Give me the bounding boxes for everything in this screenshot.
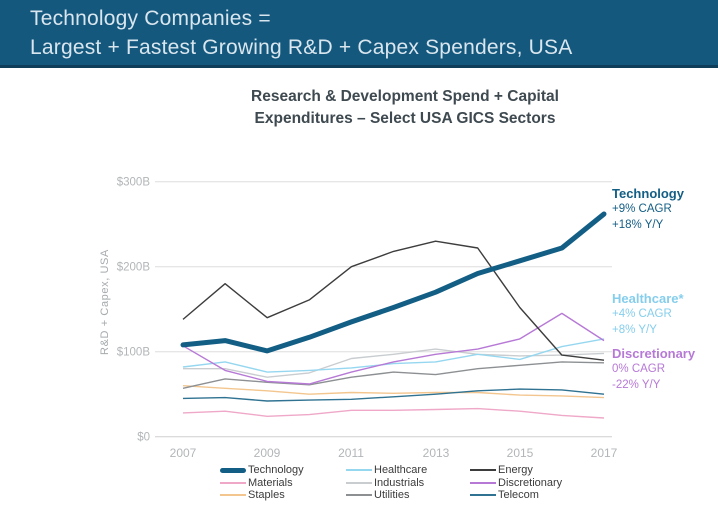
y-axis-label: R&D + Capex, USA xyxy=(99,249,111,355)
series-line-healthcare xyxy=(182,338,605,373)
series-line-staples xyxy=(182,385,605,399)
legend-swatch-technology xyxy=(220,467,246,473)
annotation-technology-label: Technology xyxy=(612,186,684,201)
y-tick-0: $0 xyxy=(137,432,150,444)
legend-label-staples: Staples xyxy=(248,489,285,502)
series-line-technology xyxy=(180,211,607,354)
annotation-discretionary-yoy: -22% Y/Y xyxy=(612,378,661,391)
annotation-technology-yoy: +18% Y/Y xyxy=(612,218,664,231)
annotation-discretionary-cagr: 0% CAGR xyxy=(612,363,666,375)
annotation-healthcare-yoy: +8% Y/Y xyxy=(612,323,657,336)
chart-title: Research & Development Spend + Capital E… xyxy=(95,86,715,130)
legend-label-materials: Materials xyxy=(248,476,293,489)
series-line-materials xyxy=(182,407,605,419)
annotation-healthcare-label: Healthcare* xyxy=(612,291,684,306)
legend-label-energy: Energy xyxy=(498,464,533,477)
annotation-healthcare: Healthcare* +4% CAGR +8% Y/Y xyxy=(612,291,716,338)
legend-item-telecom: Telecom xyxy=(470,489,600,502)
annotation-discretionary: Discretionary 0% CAGR -22% Y/Y xyxy=(612,346,716,393)
legend-label-technology: Technology xyxy=(248,464,304,477)
header-title-line2: Largest + Fastest Growing R&D + Capex Sp… xyxy=(30,36,573,59)
x-tick-2017: 2017 xyxy=(591,446,618,460)
legend-item-industrials: Industrials xyxy=(346,477,470,490)
legend-label-industrials: Industrials xyxy=(374,476,425,489)
x-tick-2015: 2015 xyxy=(507,446,534,460)
chart-title-line1: Research & Development Spend + Capital xyxy=(251,88,559,105)
series-line-telecom xyxy=(182,388,605,402)
annotation-discretionary-label: Discretionary xyxy=(612,346,696,361)
legend-item-energy: Energy xyxy=(470,464,600,477)
chart-title-line2: Expenditures – Select USA GICS Sectors xyxy=(254,110,556,127)
legend-swatch-telecom xyxy=(470,494,496,497)
series-line-discretionary xyxy=(182,312,605,385)
y-tick-200b: $200B xyxy=(117,262,151,274)
legend-swatch-healthcare xyxy=(346,469,372,472)
legend-swatch-industrials xyxy=(346,481,372,484)
x-tick-2013: 2013 xyxy=(423,446,450,460)
x-tick-2007: 2007 xyxy=(170,446,197,460)
legend-item-materials: Materials xyxy=(220,477,346,490)
legend-swatch-utilities xyxy=(346,494,372,497)
legend-swatch-materials xyxy=(220,481,246,484)
legend-swatch-staples xyxy=(220,494,246,497)
legend-item-discretionary: Discretionary xyxy=(470,477,600,490)
annotation-technology-cagr: +9% CAGR xyxy=(612,203,672,215)
legend-item-staples: Staples xyxy=(220,489,346,502)
legend-label-telecom: Telecom xyxy=(498,489,539,502)
x-tick-2009: 2009 xyxy=(254,446,281,460)
y-tick-300b: $300B xyxy=(117,177,151,189)
legend-item-utilities: Utilities xyxy=(346,489,470,502)
legend-item-technology: Technology xyxy=(220,464,346,477)
annotation-technology: Technology +9% CAGR +18% Y/Y xyxy=(612,186,716,233)
legend-label-utilities: Utilities xyxy=(374,489,410,502)
y-tick-100b: $100B xyxy=(117,347,151,359)
legend-label-healthcare: Healthcare xyxy=(374,464,428,477)
annotation-healthcare-cagr: +4% CAGR xyxy=(612,308,672,320)
legend-label-discretionary: Discretionary xyxy=(498,476,563,489)
header-title-line1: Technology Companies = xyxy=(30,7,271,30)
series-line-energy xyxy=(182,240,605,361)
legend-swatch-discretionary xyxy=(470,481,496,484)
series-line-utilities xyxy=(182,361,605,389)
series-group xyxy=(180,211,607,419)
chart-legend: Technology Healthcare Energy Materials I… xyxy=(220,464,600,502)
x-tick-2011: 2011 xyxy=(338,446,364,460)
legend-swatch-energy xyxy=(470,469,496,472)
legend-item-healthcare: Healthcare xyxy=(346,464,470,477)
header-bar: Technology Companies = Largest + Fastest… xyxy=(0,0,718,68)
